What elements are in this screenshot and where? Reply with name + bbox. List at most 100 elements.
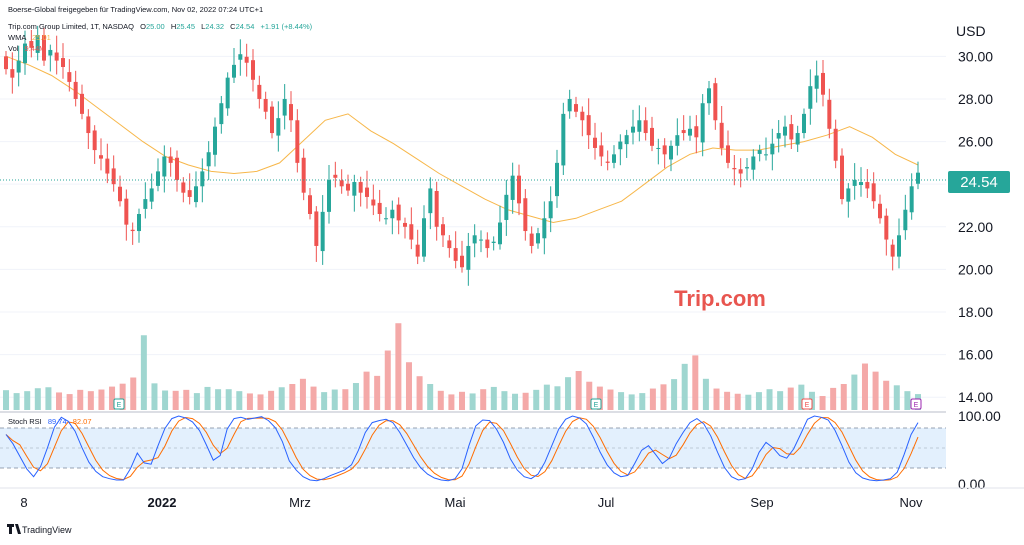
candle-body <box>124 198 129 225</box>
rsi-axis-0: 0.00 <box>958 476 985 492</box>
volume-bar <box>3 390 9 410</box>
candlesticks <box>4 25 920 286</box>
volume-bar <box>501 391 508 410</box>
earnings-marker-1[interactable] <box>113 398 125 410</box>
candle-body <box>479 239 483 241</box>
candle-body <box>175 157 179 180</box>
candle-body <box>472 235 477 244</box>
rsi-k-value: 89.74 <box>48 417 67 426</box>
candle-body <box>396 204 401 221</box>
candle-body <box>130 229 135 232</box>
candle-body <box>99 155 103 159</box>
candle-body <box>333 174 338 178</box>
candle-body <box>390 209 395 219</box>
earnings-marker-4[interactable] <box>910 398 922 410</box>
candle-body <box>897 235 901 257</box>
candle-body <box>859 182 863 186</box>
candle-body <box>498 222 502 245</box>
volume-legend[interactable]: Vol 9.44M <box>8 44 45 53</box>
volume-bar <box>554 386 561 410</box>
candle-body <box>73 81 78 99</box>
volume-bar <box>151 383 158 410</box>
volume-bar <box>649 388 656 410</box>
candle-body <box>713 83 718 121</box>
volume-bar <box>405 362 412 410</box>
candle-body <box>206 152 211 167</box>
candle-body <box>631 126 635 133</box>
tradingview-logo[interactable]: TradingView <box>7 524 72 535</box>
candle-body <box>865 182 870 189</box>
volume-bar <box>257 394 264 410</box>
candle-body <box>16 60 21 73</box>
candle-body <box>225 77 230 109</box>
candle-body <box>890 244 895 257</box>
close-value: 24.54 <box>236 22 255 31</box>
wma-legend[interactable]: WMA 25.01 <box>8 33 51 42</box>
volume-bar <box>660 384 667 410</box>
candle-body <box>852 179 857 186</box>
symbol-name: Trip.com Group Limited, 1T, NASDAQ <box>8 22 134 31</box>
candle-body <box>580 111 585 121</box>
candle-body <box>244 56 249 63</box>
volume-bar <box>162 390 169 410</box>
earnings-marker-2[interactable] <box>590 398 602 410</box>
candle-body <box>54 52 59 61</box>
volume-bar <box>172 390 179 410</box>
candle-body <box>270 106 274 134</box>
candle-body <box>327 179 331 212</box>
volume-bar <box>34 388 41 410</box>
candle-body <box>257 84 262 99</box>
candle-body <box>434 190 439 227</box>
candle-body <box>29 41 34 48</box>
candle-body <box>67 72 72 82</box>
candle-body <box>643 120 648 134</box>
volume-bar <box>331 389 338 410</box>
candle-body <box>821 72 825 95</box>
candle-body <box>510 175 515 200</box>
rsi-legend[interactable]: Stoch RSI 89.74 82.07 <box>8 417 92 426</box>
volume-bar <box>565 377 572 410</box>
candle-body <box>599 145 604 157</box>
candle-body <box>732 167 737 170</box>
wma-value: 25.01 <box>32 33 51 42</box>
candle-body <box>688 128 692 136</box>
earnings-marker-4-label: E <box>914 402 919 409</box>
candle-body <box>491 241 496 243</box>
volume-bar <box>512 393 519 410</box>
high-value: 25.45 <box>176 22 195 31</box>
candle-body <box>441 224 445 236</box>
earnings-marker-3[interactable] <box>801 398 813 410</box>
candle-body <box>624 135 629 145</box>
volume-bar <box>490 386 497 410</box>
low-value: 24.32 <box>205 22 224 31</box>
candle-body <box>339 180 344 187</box>
candle-body <box>802 113 806 134</box>
candle-body <box>529 233 534 246</box>
volume-bar <box>24 391 31 410</box>
candle-body <box>555 162 559 197</box>
candle-body <box>86 116 91 134</box>
candle-body <box>757 150 762 154</box>
candle-body <box>466 245 471 270</box>
volume-bar <box>374 375 381 410</box>
candle-body <box>593 137 597 148</box>
volume-bar <box>586 381 593 410</box>
volume-bar <box>681 363 688 410</box>
candle-body <box>213 126 217 155</box>
volume-bar <box>522 392 529 410</box>
price-tick-label: 20.00 <box>958 261 993 277</box>
volume-bar <box>299 378 306 410</box>
volume-bar <box>437 390 444 410</box>
candle-body <box>105 158 110 174</box>
volume-bar <box>130 377 137 410</box>
price-tick-label: 28.00 <box>958 91 993 107</box>
candle-body <box>789 124 794 140</box>
close-label: C <box>230 22 236 31</box>
volume-bar <box>246 393 253 410</box>
volume-bar <box>459 391 465 410</box>
volume-bar <box>840 384 847 410</box>
low-label: L <box>201 22 205 31</box>
candle-body <box>719 122 724 148</box>
price-axis[interactable]: 30.0028.0026.0024.0022.0020.0018.0016.00… <box>958 48 993 405</box>
